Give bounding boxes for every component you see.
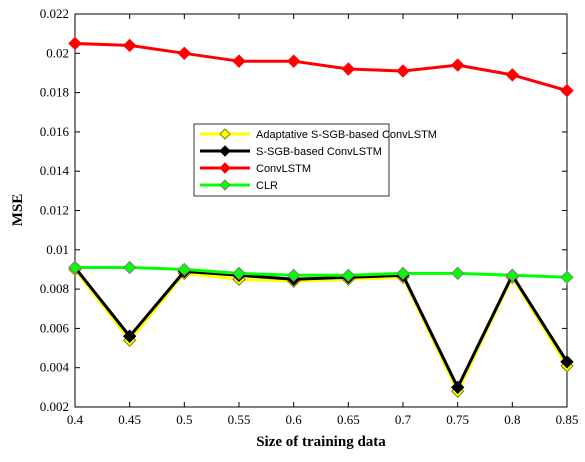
legend-swatch-marker <box>219 179 231 191</box>
data-point <box>286 54 301 68</box>
data-point <box>177 262 192 277</box>
data-point <box>396 266 410 281</box>
data-point <box>68 36 82 51</box>
y-tick-label: 0.012 <box>40 203 69 218</box>
y-tick-label: 0.022 <box>40 6 69 21</box>
data-point <box>177 46 192 61</box>
legend-entry: CLR <box>256 180 278 192</box>
x-tick-label: 0.75 <box>446 412 469 427</box>
y-tick-label: 0.01 <box>46 242 69 257</box>
data-point <box>341 268 356 283</box>
series-line <box>75 266 568 279</box>
y-tick-label: 0.004 <box>40 360 70 375</box>
data-point <box>450 266 465 281</box>
data-point <box>560 270 574 285</box>
data-point <box>341 62 356 76</box>
legend-entry: Adaptative S-SGB-based ConvLSTM <box>256 129 437 141</box>
y-tick-label: 0.008 <box>40 281 69 296</box>
series-line <box>74 42 568 93</box>
data-point <box>560 355 574 369</box>
series-layer <box>68 36 574 398</box>
x-tick-label: 0.5 <box>176 412 192 427</box>
x-tick-label: 0.8 <box>504 412 520 427</box>
data-point <box>560 83 574 98</box>
legend-swatch-marker <box>219 145 231 157</box>
data-point <box>122 329 137 343</box>
legend-entry: S-SGB-based ConvLSTM <box>256 146 382 158</box>
y-tick-label: 0.016 <box>40 124 70 139</box>
data-point <box>122 38 137 53</box>
y-tick-label: 0.02 <box>46 45 69 60</box>
data-point <box>232 266 246 281</box>
data-point <box>505 68 520 82</box>
axis-ticks: 0.4 0.45 0.5 0.55 0.6 0.65 0.7 0.75 0.8 0.85 0.002… <box>40 6 579 427</box>
series-3 <box>68 260 574 285</box>
legend-swatch-marker <box>219 128 231 140</box>
legend: Adaptative S-SGB-based ConvLSTM S-SGB-bas… <box>193 123 437 197</box>
data-point <box>450 380 465 395</box>
data-point <box>68 260 82 275</box>
x-tick-label: 0.7 <box>395 412 412 427</box>
series-line <box>73 266 569 389</box>
x-tick-label: 0.85 <box>556 412 579 427</box>
x-axis-title: Size of training data <box>256 434 386 450</box>
x-tick-label: 0.4 <box>67 412 84 427</box>
plot-area <box>74 13 568 408</box>
data-point <box>505 268 520 283</box>
data-point <box>286 268 301 283</box>
data-point <box>396 64 410 78</box>
x-tick-label: 0.6 <box>286 412 303 427</box>
y-tick-label: 0.014 <box>40 163 70 178</box>
legend-swatch-marker <box>219 162 231 174</box>
series-2 <box>68 36 574 98</box>
y-axis-title: MSE <box>10 194 26 227</box>
data-point <box>232 54 246 68</box>
data-point <box>450 58 465 72</box>
y-tick-label: 0.006 <box>40 320 70 335</box>
x-tick-label: 0.45 <box>118 412 141 427</box>
x-tick-label: 0.65 <box>337 412 360 427</box>
y-tick-label: 0.018 <box>40 85 69 100</box>
legend-entry: ConvLSTM <box>256 163 311 175</box>
y-tick-label: 0.002 <box>40 399 69 414</box>
x-tick-label: 0.55 <box>228 412 251 427</box>
data-point <box>122 260 137 275</box>
